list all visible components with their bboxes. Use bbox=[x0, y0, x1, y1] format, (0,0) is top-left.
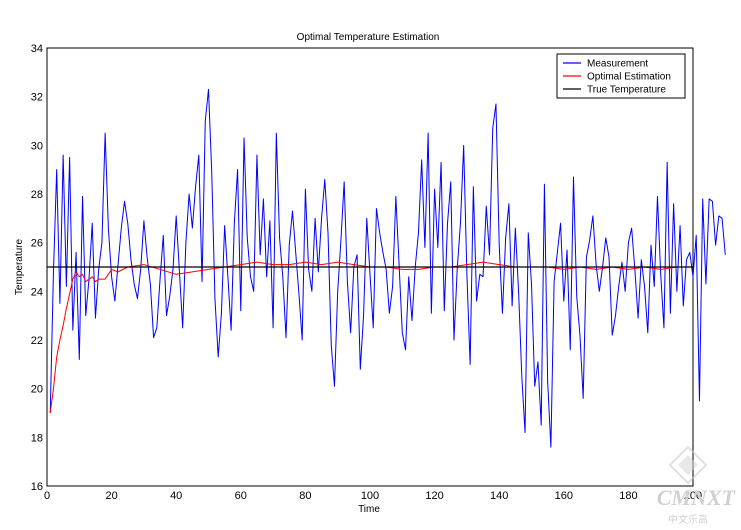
legend-label: Optimal Estimation bbox=[587, 72, 671, 83]
watermark-diamond bbox=[668, 445, 708, 485]
x-tick-label: 160 bbox=[555, 490, 573, 502]
watermark-brand: CMNXT bbox=[657, 485, 737, 510]
plot-area bbox=[46, 47, 726, 487]
legend: Measurement Optimal Estimation True Temper… bbox=[556, 53, 686, 99]
y-tick-label: 28 bbox=[31, 189, 43, 201]
x-tick-label: 180 bbox=[619, 490, 637, 502]
watermark-logo bbox=[668, 445, 708, 485]
legend-label: Measurement bbox=[587, 59, 648, 70]
chart-title: Optimal Temperature Estimation bbox=[297, 32, 440, 43]
series-line-measurement bbox=[49, 88, 726, 448]
legend-label: True Temperature bbox=[587, 85, 666, 96]
x-tick-label: 120 bbox=[425, 490, 443, 502]
x-tick-label: 20 bbox=[105, 490, 117, 502]
y-tick-label: 22 bbox=[31, 335, 43, 347]
x-tick-label: 200 bbox=[684, 490, 702, 502]
axis-ticks: 0 20 40 60 80 100 120 140 160 180 200 16 18 20 22 24 26 2… bbox=[31, 43, 702, 502]
y-tick-label: 30 bbox=[31, 140, 43, 152]
x-axis-label: Time bbox=[358, 504, 380, 515]
x-tick-label: 40 bbox=[170, 490, 182, 502]
x-tick-label: 60 bbox=[235, 490, 247, 502]
y-tick-label: 32 bbox=[31, 92, 43, 104]
y-tick-label: 18 bbox=[31, 432, 43, 444]
y-tick-label: 16 bbox=[31, 481, 43, 493]
x-tick-label: 80 bbox=[299, 490, 311, 502]
y-tick-label: 26 bbox=[31, 238, 43, 250]
x-tick-label: 100 bbox=[361, 490, 379, 502]
watermark: CMNXT 中文乐高 bbox=[657, 445, 737, 526]
x-tick-label: 0 bbox=[44, 490, 50, 502]
watermark-sub: 中文乐高 bbox=[668, 513, 708, 526]
y-tick-label: 34 bbox=[31, 43, 43, 55]
y-axis-label: Temperature bbox=[14, 238, 25, 295]
watermark-diamond-inner bbox=[678, 455, 698, 475]
y-tick-label: 20 bbox=[31, 384, 43, 396]
x-tick-label: 140 bbox=[490, 490, 508, 502]
y-tick-label: 24 bbox=[31, 286, 43, 298]
